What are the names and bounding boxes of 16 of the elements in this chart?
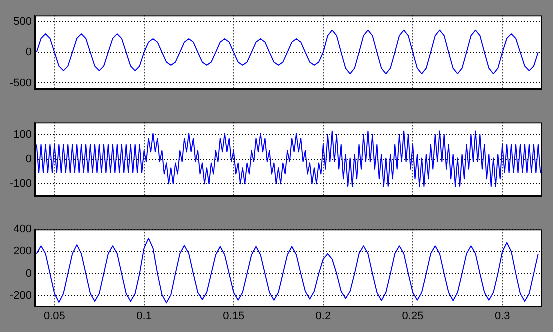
y-tick-label: 400 [14,224,32,236]
x-tick-label: 0.15 [223,310,245,323]
y-tick-label: 0 [26,268,32,280]
x-tick-label: 0.3 [494,310,510,323]
x-tick-label: 0.1 [136,310,152,323]
x-tick-label: 0.2 [316,310,332,323]
y-tick-label: 0 [26,154,32,166]
y-tick-label: 500 [14,16,32,28]
y-tick-label: -100 [10,178,32,190]
x-tick-label: 0.25 [402,310,424,323]
y-tick-label: 200 [14,246,32,258]
x-tick-label: 0.05 [44,310,66,323]
y-tick-label: 0 [26,46,32,59]
y-tick-label: -500 [10,77,32,90]
y-tick-label: -200 [10,290,32,302]
y-tick-label: 100 [14,128,32,141]
